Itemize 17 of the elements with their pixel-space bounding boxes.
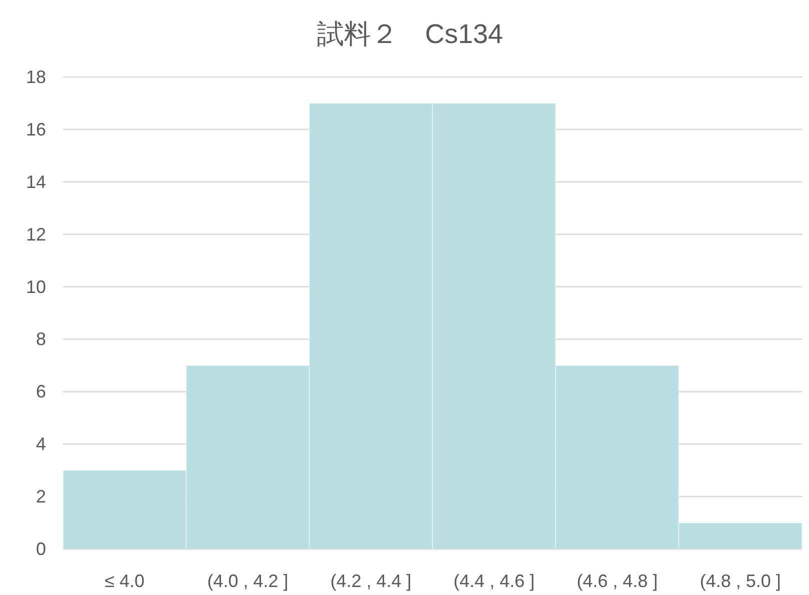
y-tick-label: 14	[26, 172, 46, 192]
y-tick-label: 16	[26, 119, 46, 140]
y-tick-label: 6	[36, 382, 46, 402]
y-tick-label: 10	[26, 276, 46, 297]
x-tick-label: ≤ 4.0	[104, 571, 145, 591]
y-tick-label: 2	[36, 486, 46, 507]
x-tick-label: (4.4 , 4.6 ]	[454, 571, 535, 591]
y-tick-label: 0	[36, 539, 46, 559]
y-tick-label: 8	[36, 329, 46, 350]
x-tick-label: (4.6 , 4.8 ]	[576, 571, 658, 591]
x-tick-label: (4.2 , 4.4 ]	[330, 571, 412, 591]
y-tick-label: 12	[26, 224, 46, 244]
y-tick-label: 18	[26, 67, 46, 87]
x-tick-label: (4.0 , 4.2 ]	[207, 571, 288, 591]
chart-title: 試料２ Cs134	[316, 19, 504, 49]
y-tick-label: 4	[36, 434, 46, 454]
x-tick-label: (4.8 , 5.0 ]	[700, 571, 781, 591]
